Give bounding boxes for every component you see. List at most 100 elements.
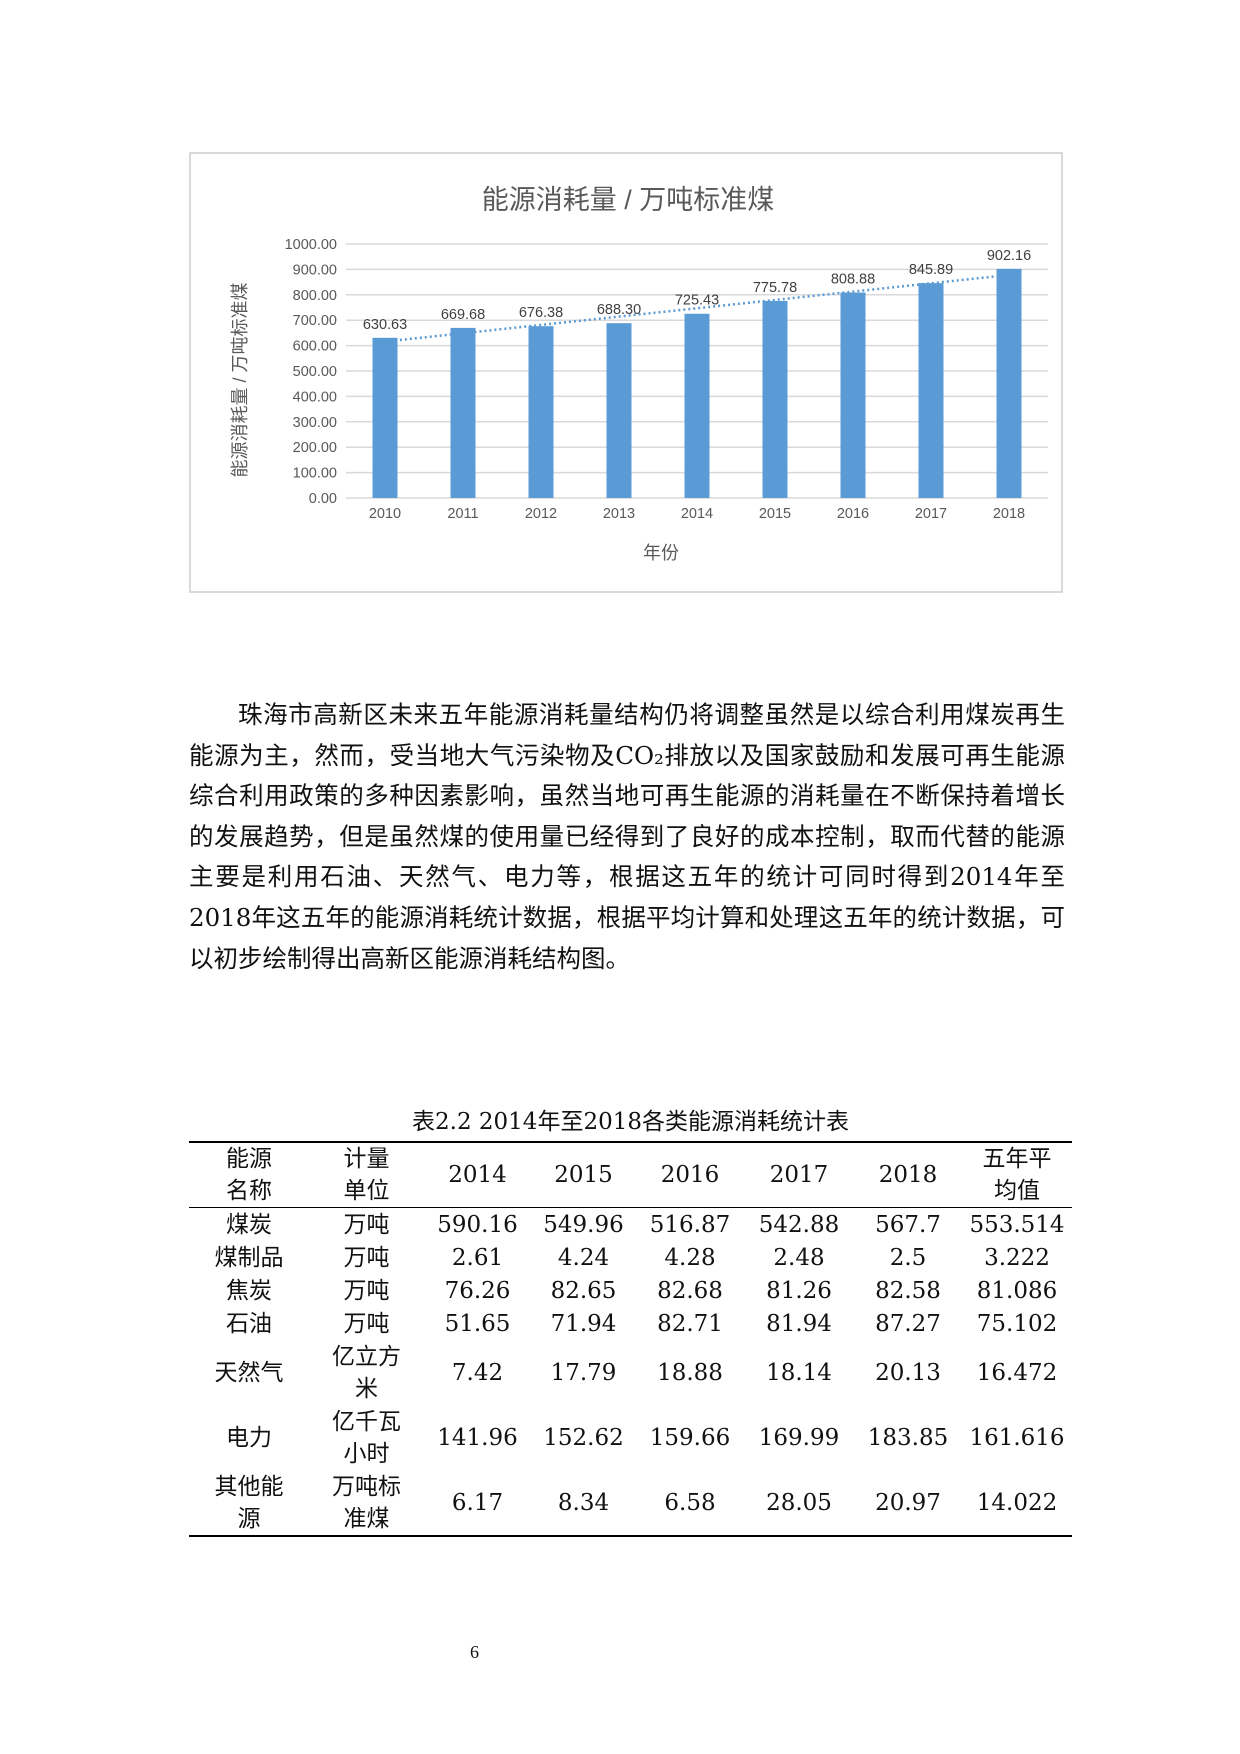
bar-2015 xyxy=(762,300,788,498)
table-cell: 天然气 xyxy=(189,1340,309,1405)
table-cell: 81.086 xyxy=(962,1274,1072,1307)
y-tick-label: 600.00 xyxy=(293,339,337,355)
table-cell: 87.27 xyxy=(854,1307,962,1340)
cell-text: 2.5 xyxy=(889,1244,927,1271)
column-header-label: 计量单位 xyxy=(343,1146,390,1204)
column-header: 2018 xyxy=(854,1142,962,1208)
table-cell: 71.94 xyxy=(531,1307,636,1340)
table-cell: 石油 xyxy=(189,1307,309,1340)
x-tick-label: 2015 xyxy=(759,506,791,522)
cell-text: 其他能源 xyxy=(214,1473,284,1532)
table-cell: 183.85 xyxy=(854,1405,962,1470)
table-cell: 2.5 xyxy=(854,1241,962,1274)
x-tick-label: 2012 xyxy=(525,506,557,522)
table-cell: 169.99 xyxy=(744,1405,854,1470)
cell-text: 18.88 xyxy=(657,1359,723,1386)
y-tick-label: 1000.00 xyxy=(285,237,337,253)
table-cell: 18.88 xyxy=(636,1340,744,1405)
energy-statistics-table: 能源名称 计量单位 2014 2015 2016 2017 2018 五年平均值 煤炭 万吨 59… xyxy=(189,1141,1072,1537)
cell-text: 16.472 xyxy=(976,1359,1058,1386)
cell-text: 亿立方米 xyxy=(331,1343,401,1402)
cell-text: 电力 xyxy=(226,1424,272,1451)
table-cell: 万吨 xyxy=(309,1208,424,1242)
table-cell: 2.48 xyxy=(744,1241,854,1274)
y-tick-label: 0.00 xyxy=(309,491,337,507)
column-header-label: 2014 xyxy=(448,1162,507,1188)
cell-text: 4.24 xyxy=(557,1244,610,1271)
cell-text: 553.514 xyxy=(969,1211,1065,1238)
cell-text: 159.66 xyxy=(649,1424,731,1451)
table-row: 其他能源 万吨标准煤 6.17 8.34 6.58 28.05 20.97 14.022 xyxy=(189,1470,1072,1536)
x-tick-label: 2010 xyxy=(369,506,401,522)
table-cell: 82.68 xyxy=(636,1274,744,1307)
column-header-label: 2017 xyxy=(769,1162,829,1188)
column-header-label: 2016 xyxy=(660,1162,720,1188)
cell-text: 82.68 xyxy=(657,1277,723,1304)
table-cell: 81.26 xyxy=(744,1274,854,1307)
table-cell: 18.14 xyxy=(744,1340,854,1405)
table-cell: 2.61 xyxy=(424,1241,531,1274)
table-caption: 表2.2 2014年至2018各类能源消耗统计表 xyxy=(412,1109,849,1135)
cell-text: 亿千瓦小时 xyxy=(331,1408,401,1467)
table-cell: 159.66 xyxy=(636,1405,744,1470)
data-label: 808.88 xyxy=(831,272,875,288)
bar-2013 xyxy=(606,323,632,498)
y-tick-label: 500.00 xyxy=(293,364,337,380)
column-header: 2014 xyxy=(424,1142,531,1208)
table-cell: 煤制品 xyxy=(189,1241,309,1274)
cell-text: 81.94 xyxy=(766,1310,832,1337)
cell-text: 14.022 xyxy=(976,1489,1058,1516)
cell-text: 2.48 xyxy=(773,1244,825,1271)
table-cell: 82.58 xyxy=(854,1274,962,1307)
table-cell: 82.65 xyxy=(531,1274,636,1307)
table-cell: 76.26 xyxy=(424,1274,531,1307)
cell-text: 3.222 xyxy=(984,1244,1050,1271)
cell-text: 81.086 xyxy=(976,1277,1058,1304)
table-cell: 焦炭 xyxy=(189,1274,309,1307)
table-cell: 万吨 xyxy=(309,1274,424,1307)
cell-text: 20.13 xyxy=(875,1359,941,1386)
cell-text: 516.87 xyxy=(649,1211,731,1238)
cell-text: 81.26 xyxy=(766,1277,832,1304)
table-cell: 4.24 xyxy=(531,1241,636,1274)
cell-text: 590.16 xyxy=(437,1211,518,1238)
column-header: 计量单位 xyxy=(309,1142,424,1208)
y-tick-label: 700.00 xyxy=(293,313,337,329)
cell-text: 4.28 xyxy=(664,1244,716,1271)
data-label: 775.78 xyxy=(753,280,797,296)
bar-2010 xyxy=(372,337,398,498)
cell-text: 万吨 xyxy=(343,1211,390,1238)
table-row: 焦炭 万吨 76.26 82.65 82.68 81.26 82.58 81.086 xyxy=(189,1274,1072,1307)
table-cell: 28.05 xyxy=(744,1470,854,1536)
table-cell: 553.514 xyxy=(962,1208,1072,1242)
table-cell: 亿千瓦小时 xyxy=(309,1405,424,1470)
bar-2018 xyxy=(996,268,1022,498)
table-row: 煤制品 万吨 2.61 4.24 4.28 2.48 2.5 3.222 xyxy=(189,1241,1072,1274)
table-cell: 141.96 xyxy=(424,1405,531,1470)
x-tick-label: 2017 xyxy=(915,506,947,522)
table-cell: 3.222 xyxy=(962,1241,1072,1274)
table-row: 煤炭 万吨 590.16 549.96 516.87 542.88 567.7 553.514 xyxy=(189,1208,1072,1242)
table-cell: 516.87 xyxy=(636,1208,744,1242)
table-cell: 煤炭 xyxy=(189,1208,309,1242)
table-cell: 20.97 xyxy=(854,1470,962,1536)
cell-text: 542.88 xyxy=(758,1211,840,1238)
cell-text: 76.26 xyxy=(444,1277,511,1304)
column-header: 2017 xyxy=(744,1142,854,1208)
table-cell: 82.71 xyxy=(636,1307,744,1340)
cell-text: 天然气 xyxy=(214,1359,284,1386)
cell-text: 20.97 xyxy=(875,1489,941,1516)
table-cell: 152.62 xyxy=(531,1405,636,1470)
table-cell: 14.022 xyxy=(962,1470,1072,1536)
bar-2017 xyxy=(918,283,944,498)
x-tick-label: 2018 xyxy=(993,506,1025,522)
table-header-row: 能源名称 计量单位 2014 2015 2016 2017 2018 五年平均值 xyxy=(189,1142,1072,1208)
cell-text: 万吨 xyxy=(343,1277,390,1304)
cell-text: 煤制品 xyxy=(214,1244,284,1271)
x-tick-label: 2013 xyxy=(603,506,635,522)
cell-text: 567.7 xyxy=(875,1211,941,1238)
table-cell: 其他能源 xyxy=(189,1470,309,1536)
column-header-label: 能源名称 xyxy=(225,1146,272,1204)
cell-text: 87.27 xyxy=(875,1310,941,1337)
table-row: 电力 亿千瓦小时 141.96 152.62 159.66 169.99 183.85 161… xyxy=(189,1405,1072,1470)
